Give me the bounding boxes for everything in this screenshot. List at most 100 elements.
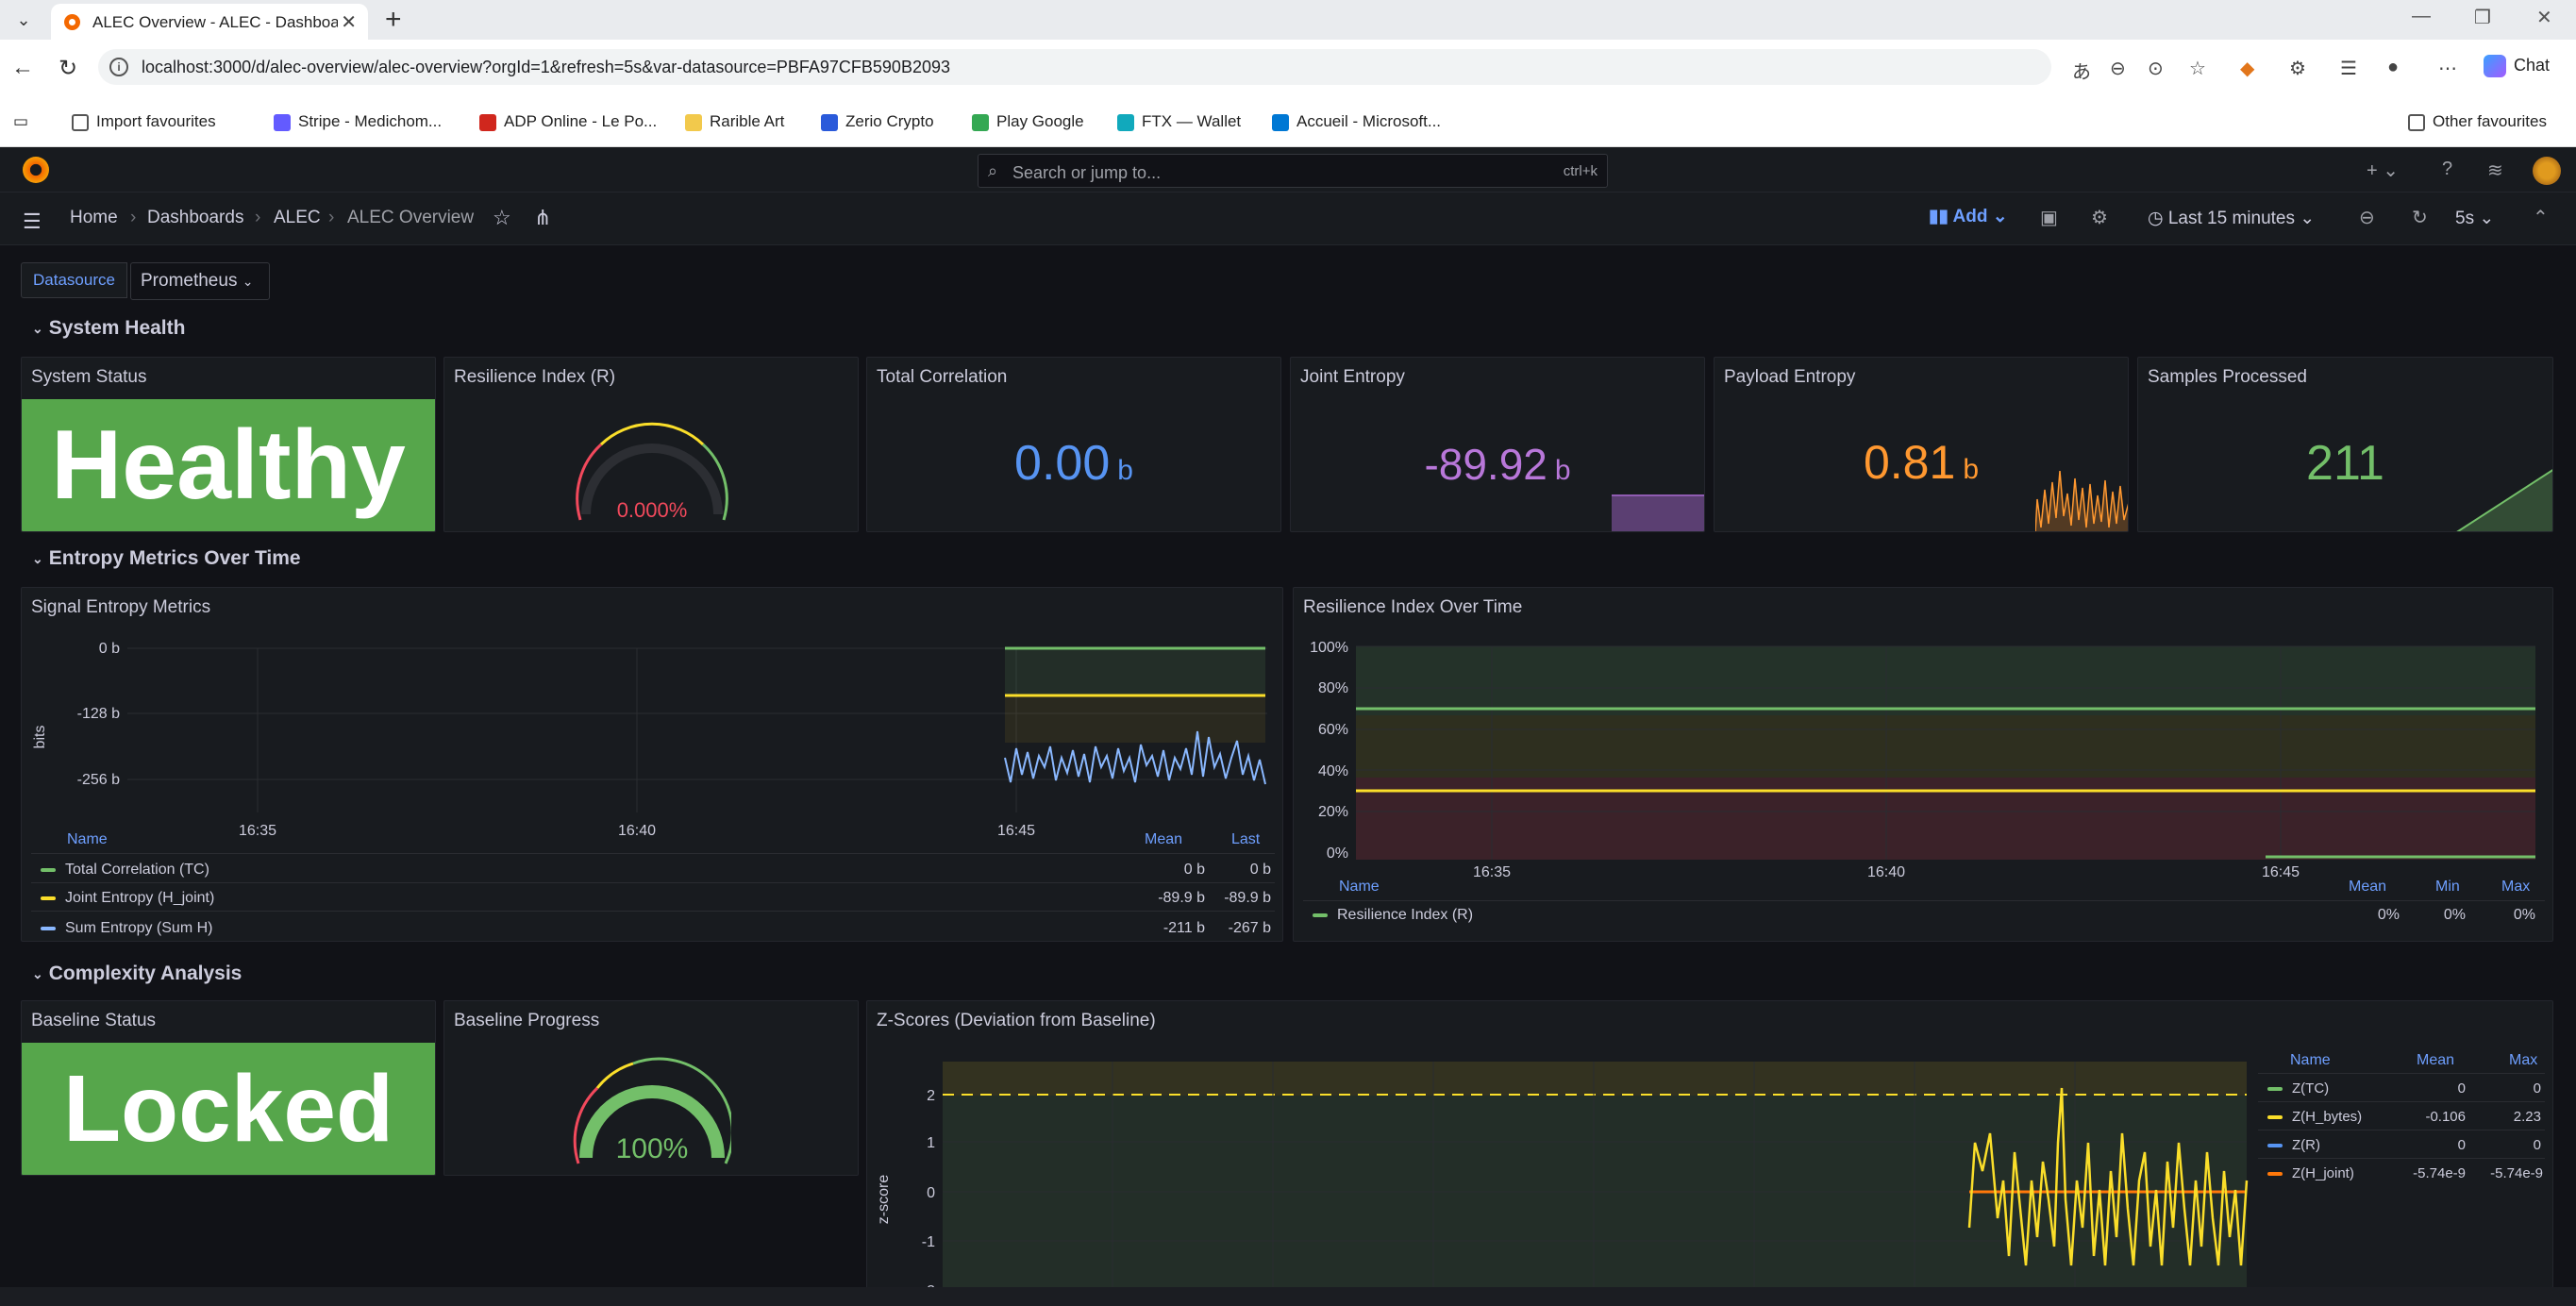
settings-gear-icon[interactable]: ⚙ bbox=[2091, 208, 2108, 228]
panel-system-status[interactable]: System Status Healthy bbox=[21, 357, 436, 532]
bookmark-stripe[interactable]: Stripe - Medichom... bbox=[274, 108, 442, 147]
save-icon[interactable]: ▣ bbox=[2040, 208, 2058, 228]
panel-joint-entropy[interactable]: Joint Entropy -89.92 b bbox=[1290, 357, 1705, 532]
profile-icon[interactable]: ● bbox=[2387, 57, 2400, 77]
user-avatar[interactable] bbox=[2533, 157, 2561, 185]
tab-close-icon[interactable]: ✕ bbox=[341, 12, 357, 33]
legend-item-sumh[interactable]: Sum Entropy (Sum H) bbox=[41, 920, 212, 937]
window-close-icon[interactable]: ✕ bbox=[2536, 8, 2552, 28]
row-entropy-metrics[interactable]: ⌄ Entropy Metrics Over Time bbox=[32, 547, 301, 569]
legend-item-zhbytes[interactable]: Z(H_bytes) bbox=[2267, 1109, 2362, 1125]
legend-item-tc[interactable]: Total Correlation (TC) bbox=[41, 862, 209, 879]
zoom-out-time-icon[interactable]: ⊖ bbox=[2359, 208, 2375, 228]
menu-hamburger-icon[interactable]: ☰ bbox=[23, 209, 42, 233]
panel-signal-entropy[interactable]: Signal Entropy Metrics bits 0 b -128 b -… bbox=[21, 587, 1283, 942]
grafana-logo-icon[interactable] bbox=[23, 157, 49, 183]
reload-icon[interactable]: ↻ bbox=[59, 56, 78, 81]
time-range-picker[interactable]: ◷ Last 15 minutes ⌄ bbox=[2148, 209, 2316, 228]
legend-swatch bbox=[2267, 1115, 2283, 1120]
resilience-y-tick: 100% bbox=[1310, 640, 1348, 656]
new-plus-icon[interactable]: + ⌄ bbox=[2367, 160, 2399, 181]
metamask-extension-icon[interactable]: ◆ bbox=[2240, 59, 2255, 79]
bookmark-other-favourites[interactable]: Other favourites bbox=[2408, 108, 2547, 147]
legend-item-zhjoint[interactable]: Z(H_joint) bbox=[2267, 1165, 2354, 1181]
site-info-icon[interactable]: i bbox=[109, 58, 128, 76]
translate-icon[interactable]: あ bbox=[2072, 62, 2091, 83]
favourites-icon[interactable]: ☰ bbox=[2340, 59, 2357, 79]
bookmark-rarible[interactable]: Rarible Art bbox=[685, 108, 784, 147]
legend-header-name[interactable]: Name bbox=[2290, 1052, 2331, 1068]
panel-payload-entropy[interactable]: Payload Entropy 0.81 b bbox=[1714, 357, 2129, 532]
refresh-icon[interactable]: ↻ bbox=[2412, 208, 2428, 228]
legend-header-mean[interactable]: Mean bbox=[2417, 1052, 2455, 1068]
horizontal-scrollbar[interactable] bbox=[0, 1287, 2576, 1306]
tab-title: ALEC Overview - ALEC - Dashboards bbox=[92, 13, 338, 31]
breadcrumb-dashboards[interactable]: Dashboards bbox=[147, 208, 244, 227]
bookmark-ftx[interactable]: FTX — Wallet bbox=[1117, 108, 1241, 147]
add-button[interactable]: ▮▮ Add ⌄ bbox=[1929, 207, 2008, 226]
legend-header-min[interactable]: Min bbox=[2435, 879, 2460, 895]
panel-resilience-index[interactable]: Resilience Index (R) 0.000% bbox=[443, 357, 859, 532]
search-input[interactable]: ⌕ Search or jump to... ctrl+k bbox=[978, 154, 1608, 188]
breadcrumb-home[interactable]: Home bbox=[70, 208, 118, 227]
address-bar-row: ← ↻ i localhost:3000/d/alec-overview/ale… bbox=[0, 40, 2576, 108]
bookmark-play-google[interactable]: Play Google bbox=[972, 108, 1084, 147]
minimize-icon[interactable]: — bbox=[2412, 6, 2431, 26]
bookmark-adp[interactable]: ADP Online - Le Po... bbox=[479, 108, 657, 147]
panel-resilience-over-time[interactable]: Resilience Index Over Time 100% 80% 60% … bbox=[1293, 587, 2553, 942]
panel-baseline-status[interactable]: Baseline Status Locked bbox=[21, 1000, 436, 1176]
bookmark-import-favourites[interactable]: Import favourites bbox=[72, 108, 216, 147]
share-icon[interactable]: ⋔ bbox=[534, 206, 552, 229]
legend-header-max[interactable]: Max bbox=[2501, 879, 2531, 895]
legend-header-name[interactable]: Name bbox=[1339, 879, 1380, 895]
bookmarks-bar-icon[interactable]: ▭ bbox=[13, 112, 29, 130]
bookmark-zerio[interactable]: Zerio Crypto bbox=[821, 108, 934, 147]
back-arrow-icon[interactable]: ← bbox=[11, 55, 34, 80]
legend-item-hjoint[interactable]: Joint Entropy (H_joint) bbox=[41, 890, 214, 907]
legend-header-name[interactable]: Name bbox=[67, 831, 108, 847]
zoom-out-icon[interactable]: ⊖ bbox=[2110, 59, 2126, 79]
legend-header-mean[interactable]: Mean bbox=[1145, 831, 1183, 847]
extensions-icon[interactable]: ⚙ bbox=[2289, 59, 2306, 79]
reading-mode-icon[interactable]: ⊙ bbox=[2148, 59, 2164, 79]
tab-list-chevron-icon[interactable]: ⌄ bbox=[16, 10, 31, 29]
breadcrumb-separator-icon: › bbox=[255, 208, 261, 227]
legend-header-max[interactable]: Max bbox=[2509, 1052, 2538, 1068]
legend-item-resilience[interactable]: Resilience Index (R) bbox=[1313, 907, 1473, 924]
row-chevron-down-icon: ⌄ bbox=[32, 965, 43, 981]
browser-tab-active[interactable]: ALEC Overview - ALEC - Dashboards ✕ bbox=[51, 4, 368, 40]
more-menu-icon[interactable]: ⋯ bbox=[2438, 59, 2457, 79]
help-icon[interactable]: ? bbox=[2442, 159, 2453, 179]
bookmark-microsoft[interactable]: Accueil - Microsoft... bbox=[1272, 108, 1441, 147]
copilot-chat-button[interactable]: Chat bbox=[2484, 55, 2550, 77]
collapse-chevron-up-icon[interactable]: ⌃ bbox=[2533, 208, 2549, 228]
zscore-y-axis-label: z-score bbox=[876, 1175, 892, 1225]
panel-total-correlation[interactable]: Total Correlation 0.00 b bbox=[866, 357, 1281, 532]
url-text[interactable]: localhost:3000/d/alec-overview/alec-over… bbox=[142, 58, 950, 76]
address-bar[interactable]: i localhost:3000/d/alec-overview/alec-ov… bbox=[98, 49, 2051, 85]
panel-baseline-progress[interactable]: Baseline Progress 100% bbox=[443, 1000, 859, 1176]
restore-icon[interactable]: ❐ bbox=[2474, 8, 2491, 28]
legend-item-ztc[interactable]: Z(TC) bbox=[2267, 1080, 2329, 1097]
panel-samples-processed[interactable]: Samples Processed 211 bbox=[2137, 357, 2553, 532]
news-feed-icon[interactable]: ≋ bbox=[2487, 160, 2503, 181]
favourite-star-icon[interactable]: ☆ bbox=[2189, 59, 2206, 79]
new-tab-plus-icon[interactable]: + bbox=[385, 4, 402, 35]
legend-mean-tc: 0 b bbox=[1183, 862, 1205, 878]
row-system-health[interactable]: ⌄ System Health bbox=[32, 317, 186, 339]
legend-item-zr[interactable]: Z(R) bbox=[2267, 1137, 2320, 1153]
datasource-variable-select[interactable]: Prometheus ⌄ bbox=[130, 262, 270, 300]
refresh-interval-picker[interactable]: 5s ⌄ bbox=[2455, 209, 2495, 228]
zerio-icon bbox=[821, 113, 838, 131]
star-dashboard-icon[interactable]: ☆ bbox=[493, 206, 511, 229]
legend-header-mean[interactable]: Mean bbox=[2349, 879, 2387, 895]
breadcrumb-alec[interactable]: ALEC bbox=[274, 208, 321, 227]
legend-header-last[interactable]: Last bbox=[1231, 831, 1261, 847]
play-google-icon bbox=[972, 113, 989, 131]
legend-swatch bbox=[41, 896, 56, 900]
zhbytes-series-line bbox=[1967, 1087, 2249, 1266]
panel-zscores[interactable]: Z-Scores (Deviation from Baseline) z-sco… bbox=[866, 1000, 2553, 1306]
bookmarks-bar: ▭ Import favourites Stripe - Medichom...… bbox=[0, 108, 2576, 147]
row-chevron-down-icon: ⌄ bbox=[32, 550, 43, 566]
row-complexity-analysis[interactable]: ⌄ Complexity Analysis bbox=[32, 963, 243, 984]
